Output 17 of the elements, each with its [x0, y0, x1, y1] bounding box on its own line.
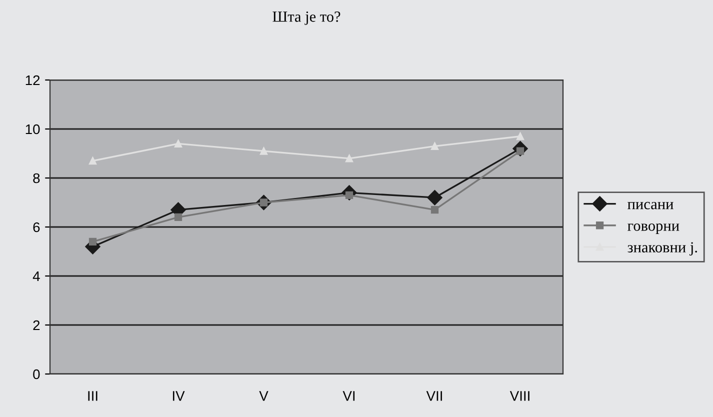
- y-tick-label: 12: [26, 75, 40, 86]
- y-tick-label: 10: [26, 124, 40, 134]
- x-tick-label: IV: [172, 391, 185, 401]
- y-tick-label: 2: [33, 320, 40, 330]
- x-tick-label: VI: [342, 391, 355, 401]
- y-tick-label: 8: [33, 173, 40, 184]
- x-tick-label: VIII: [510, 391, 530, 401]
- legend-label: писани: [628, 202, 674, 210]
- x-tick-label: V: [259, 391, 268, 401]
- x-tick-label: VII: [426, 391, 442, 401]
- y-tick-label: 6: [33, 222, 40, 232]
- legend-label: говорни: [628, 224, 680, 234]
- y-tick-label: 0: [33, 369, 40, 380]
- x-tick-label: III: [88, 391, 98, 401]
- y-tick-label: 4: [32, 271, 40, 282]
- chart-title: Шта је то?: [272, 12, 340, 25]
- legend-label: знаковни ј.: [628, 242, 697, 256]
